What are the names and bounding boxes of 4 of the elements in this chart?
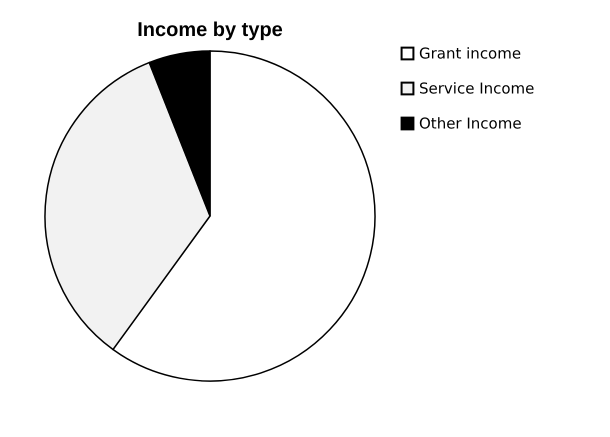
legend-label: Other Income [419,114,522,132]
legend-label: Service Income [419,80,534,98]
chart-title: Income by type [137,19,283,41]
legend-label: Grant income [419,44,522,62]
